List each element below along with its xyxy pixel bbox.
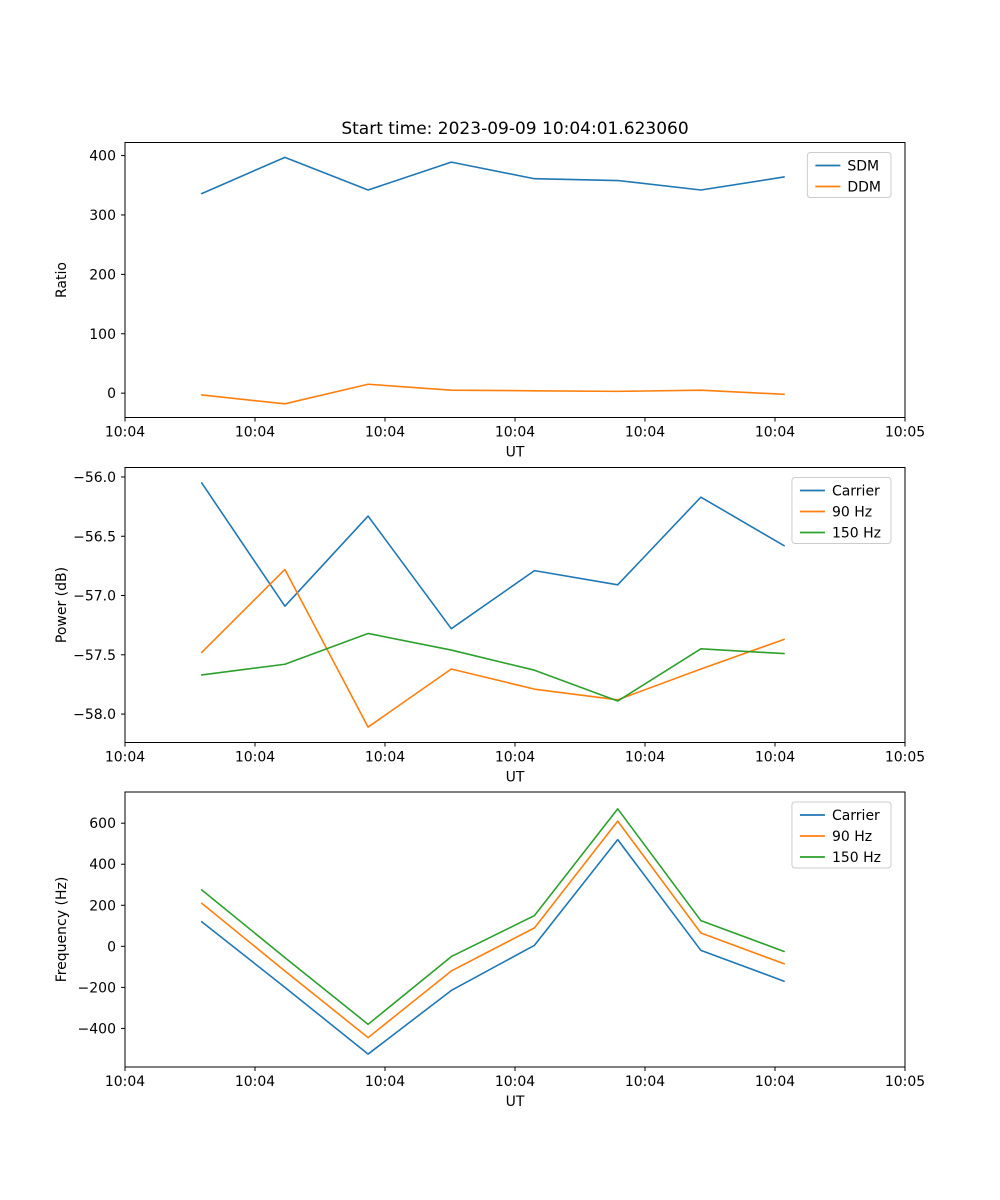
x-tick-label: 10:04 [495,750,535,766]
y-tick-label: −58.0 [73,707,116,723]
ratio-axes-frame [124,142,906,418]
x-tick-label: 10:04 [235,1074,275,1090]
power-legend-label-150-hz: 150 Hz [832,526,881,542]
x-tick-label: 10:04 [105,750,145,766]
ratio-line-ddm [200,383,785,405]
figure-title: Start time: 2023-09-09 10:04:01.623060 [341,119,689,139]
frequency-line-90-hz [200,820,785,1039]
x-tick-label: 10:04 [495,1074,535,1090]
frequency-legend-label-carrier: Carrier [832,808,880,824]
ratio-legend-label-sdm: SDM [847,159,879,175]
frequency-legend-label-150-hz: 150 Hz [832,850,881,866]
x-tick-label: 10:04 [235,750,275,766]
ratio-line-sdm [200,156,785,195]
frequency-line-carrier [200,838,785,1055]
y-tick-label: 400 [89,149,116,165]
x-tick-label: 10:04 [365,1074,405,1090]
x-tick-label: 10:04 [235,425,275,441]
y-tick-label: 600 [89,816,116,832]
power-legend-box [791,477,892,544]
frequency-ylabel: Frequency (Hz) [54,877,70,983]
x-tick-label: 10:04 [365,425,405,441]
power-ylabel: Power (dB) [54,567,70,643]
power-line-150-hz [200,632,785,702]
x-tick-label: 10:04 [755,425,795,441]
power-line-90-hz [200,568,785,728]
y-tick-label: −200 [78,980,116,996]
frequency-legend-label-90-hz: 90 Hz [832,829,872,845]
x-tick-label: 10:04 [755,1074,795,1090]
x-tick-label: 10:04 [495,425,535,441]
frequency-line-150-hz [200,808,785,1026]
ratio-xlabel: UT [506,445,525,461]
ratio-ylabel: Ratio [54,262,70,298]
x-tick-label: 10:04 [625,750,665,766]
power-xlabel: UT [506,770,525,786]
x-tick-label: 10:05 [885,750,925,766]
y-tick-label: 200 [89,898,116,914]
y-tick-label: −400 [78,1021,116,1037]
frequency-legend-box [791,801,892,869]
power-legend-label-carrier: Carrier [832,484,880,500]
y-tick-label: 100 [89,327,116,343]
power-line-carrier [200,482,785,630]
y-tick-label: −57.5 [73,648,116,664]
x-tick-label: 10:04 [625,425,665,441]
x-tick-label: 10:05 [885,1074,925,1090]
y-tick-label: 300 [89,208,116,224]
y-tick-label: 0 [107,939,116,955]
x-tick-label: 10:04 [755,750,795,766]
frequency-axes-frame [124,791,906,1068]
power-legend-label-90-hz: 90 Hz [832,505,872,521]
x-tick-label: 10:04 [105,1074,145,1090]
y-tick-label: −56.0 [73,470,116,486]
y-tick-label: 400 [89,857,116,873]
y-tick-label: −57.0 [73,589,116,605]
power-axes-frame [124,467,906,743]
y-tick-label: −56.5 [73,529,116,545]
frequency-xlabel: UT [506,1094,525,1110]
x-tick-label: 10:04 [105,425,145,441]
y-tick-label: 0 [107,386,116,402]
x-tick-label: 10:05 [885,425,925,441]
y-tick-label: 200 [89,267,116,283]
ratio-legend-label-ddm: DDM [847,180,881,196]
x-tick-label: 10:04 [625,1074,665,1090]
x-tick-label: 10:04 [365,750,405,766]
